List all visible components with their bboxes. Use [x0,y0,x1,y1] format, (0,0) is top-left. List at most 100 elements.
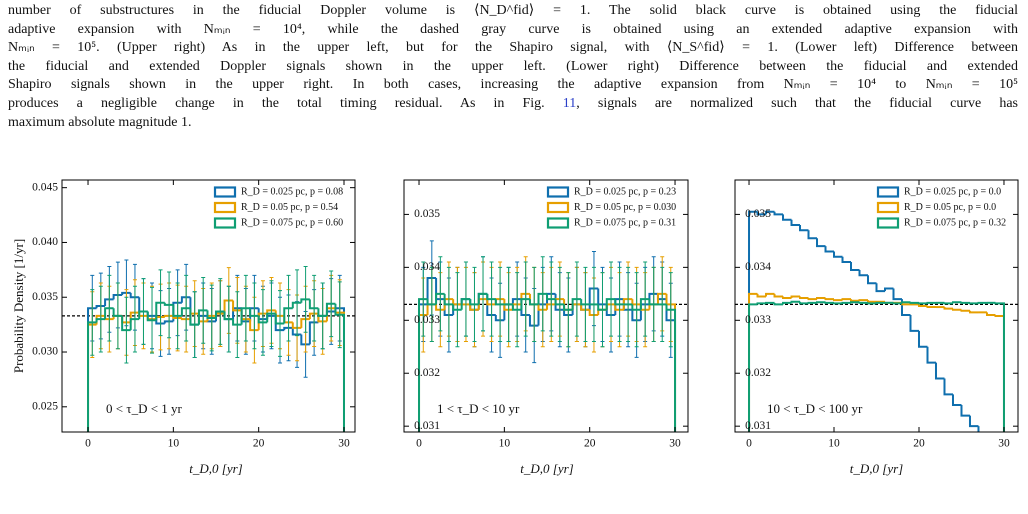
histogram-step [773,211,784,216]
histogram-step [807,230,818,240]
legend-swatch [546,186,570,198]
histogram-step [317,308,327,317]
histogram-step [138,310,148,320]
histogram-step [283,307,293,324]
error-bar [600,272,605,348]
legend-swatch [876,186,900,198]
histogram-step [631,309,641,322]
histogram-step [274,313,285,325]
histogram-step [951,394,962,406]
histogram-step [824,301,835,304]
histogram-step [867,302,877,305]
error-bar [150,286,155,354]
histogram-step [180,318,191,321]
histogram-step [494,299,505,306]
histogram-step [968,310,979,314]
error-bar [252,282,257,350]
legend-label: R_D = 0.075 pc, p = 0.31 [574,217,676,228]
annotation: 10 < τ_D < 100 yr [767,401,863,416]
error-bar [583,266,588,342]
histogram-step [951,301,962,304]
error-bar [446,266,451,342]
legend-label: R_D = 0.075 pc, p = 0.32 [904,217,1006,228]
error-bar [643,261,648,337]
histogram-step [943,378,953,396]
histogram-step [824,298,835,301]
x-tick-label: 0 [85,438,91,450]
panel: 0 10 20 30 0.031 0.032 0.033 0.034 0.035 t_D,0 [y… [403,179,689,476]
histogram-step [291,327,302,336]
histogram-step [112,308,123,317]
histogram-step [597,304,607,311]
error-bar [260,289,265,356]
error-bar [566,272,571,348]
histogram-step [656,292,667,305]
figure-link[interactable]: 11 [562,95,577,111]
histogram-step [790,300,801,303]
error-bar [438,256,443,332]
histogram-step [477,292,488,305]
histogram-step [588,309,599,316]
histogram-step [917,330,928,348]
histogram-step [858,301,869,304]
histogram-step [960,301,970,304]
error-bar [617,266,622,342]
histogram-step [308,321,319,345]
histogram-step [580,299,590,306]
x-tick-label: 0 [746,438,752,450]
y-axis-label: Probability Density [1/yr] [11,239,26,373]
histogram-step [163,302,174,306]
histogram-step [418,298,428,432]
annotation: 1 < τ_D < 10 yr [437,401,520,416]
histogram-step [926,301,936,304]
histogram-step [232,300,242,312]
error-bar [192,291,197,358]
histogram-step [163,314,174,317]
histogram-step [892,288,902,301]
legend-swatch [876,217,900,229]
histogram-step [816,297,826,300]
histogram-step [841,256,852,264]
y-tick-label: 0.035 [414,208,440,220]
histogram-step [155,301,165,321]
histogram-step [469,304,479,311]
histogram-step [765,301,775,304]
error-bar [286,274,291,342]
error-bar [429,266,434,342]
histogram-step [291,301,302,309]
histogram-step [486,299,496,306]
histogram-step [614,304,624,311]
error-bar [320,282,325,350]
histogram-step [790,219,801,226]
histogram-step [511,304,522,311]
histogram-step [977,426,980,432]
panel: 0 10 20 30 0.031 0.032 0.033 0.034 0.035 t_D,0 [y… [734,179,1019,476]
error-bar [243,274,248,342]
y-tick-label: 0.040 [32,236,58,248]
histogram-step [756,211,767,216]
histogram-step [968,302,979,305]
error-bar [591,266,596,342]
x-tick-label: 10 [499,438,511,450]
error-bar [167,271,172,339]
caption-text: produces a negligible change in the tota… [8,95,563,111]
x-tick-label: 30 [998,438,1010,450]
histogram-step [875,283,885,293]
histogram-step [765,210,775,215]
histogram-step [580,304,590,311]
x-tick-label: 30 [669,438,681,450]
error-bar [141,278,146,345]
error-bar [651,266,656,342]
error-bar [574,261,579,337]
error-bar [132,285,137,353]
histogram-step [435,292,445,305]
histogram-step [249,308,259,317]
caption-line: Shapiro signals shown in the upper right… [8,77,1018,93]
histogram-step [121,291,131,296]
plot-area [62,259,355,432]
histogram-step [121,315,131,332]
x-axis-label: t_D,0 [yr] [189,461,242,476]
histogram-step [104,307,114,320]
error-bar [226,285,231,353]
plot-area [735,210,1018,432]
